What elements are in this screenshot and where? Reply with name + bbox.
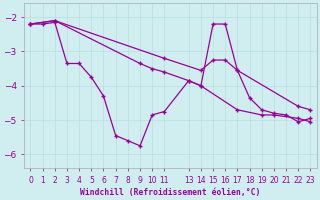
X-axis label: Windchill (Refroidissement éolien,°C): Windchill (Refroidissement éolien,°C) bbox=[80, 188, 260, 197]
